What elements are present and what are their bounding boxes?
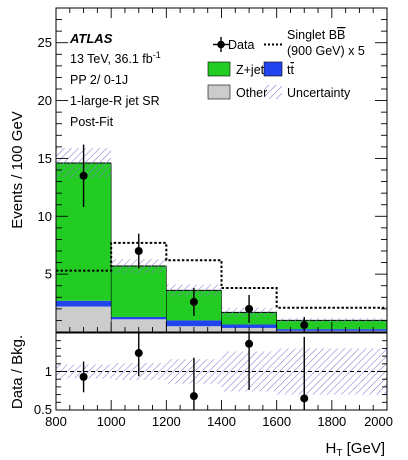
data-point-4 — [300, 321, 309, 330]
legend-ttbar-text: t — [287, 63, 291, 77]
legend-uncertainty-label: Uncertainty — [287, 86, 351, 100]
x-axis-title: HT [GeV] — [326, 440, 385, 459]
uncertainty-band-4 — [276, 318, 387, 323]
main-ticks — [55, 8, 388, 332]
legend-signal-bbar: B — [337, 28, 345, 42]
ratio-point-0 — [79, 372, 88, 381]
legend-item-data: Data — [213, 37, 254, 52]
legend-other-label: Other — [236, 86, 267, 100]
ratio-y-tick-labels: 0.51 — [34, 364, 52, 417]
ratio-point-2 — [189, 392, 198, 401]
annotation-block: ATLAS 13 TeV, 36.1 fb-1 PP 2/ 0-1J 1-lar… — [69, 31, 161, 129]
main-y-axis-title: Events / 100 GeV — [9, 111, 26, 229]
energy-lumi-label: 13 TeV, 36.1 fb-1 — [70, 50, 161, 66]
signal-line — [56, 241, 387, 309]
x-tick-label-2: 1200 — [152, 414, 181, 429]
bar-ttbar-1 — [111, 316, 167, 320]
legend-item-other: Other — [207, 84, 267, 100]
ratio-ytick-label-1: 1 — [45, 364, 52, 379]
energy-lumi-text: 13 TeV, 36.1 fb — [70, 52, 153, 66]
bar-ttbar-0 — [56, 300, 112, 307]
legend-item-uncertainty: Uncertainty — [264, 85, 351, 100]
x-axis-title-unit: [GeV] — [342, 440, 385, 457]
legend-item-signal: Singlet BB (900 GeV) x 5 — [264, 28, 365, 58]
ratio-y-axis-title: Data / Bkg. — [9, 335, 26, 409]
legend-ttbar-label: tt — [287, 63, 294, 77]
x-tick-label-4: 1600 — [262, 414, 291, 429]
energy-lumi-superscript: -1 — [153, 50, 161, 60]
data-point-2 — [189, 297, 198, 306]
ratio-point-3 — [245, 339, 254, 348]
data-point-3 — [245, 304, 254, 313]
ratio-panel: 0.51 800 1000 1200 1400 1600 1800 2000 Data / … — [9, 332, 393, 459]
x-tick-label-0: 800 — [45, 414, 67, 429]
main-ytick-label-3: 20 — [38, 93, 52, 108]
legend-signal-label-2: (900 GeV) x 5 — [287, 44, 365, 58]
selection-label: 1-large-R jet SR — [70, 94, 160, 108]
data-point-0 — [79, 171, 88, 180]
ratio-ytick-label-0: 0.5 — [34, 402, 52, 417]
bar-ttbar-2 — [166, 320, 222, 327]
legend-zjets-swatch — [207, 61, 231, 77]
bar-zjets-1 — [111, 266, 167, 317]
x-axis-title-subscript: T — [336, 448, 342, 459]
signal-step-line — [56, 241, 387, 309]
legend-zjets-label: Z+jets — [236, 63, 270, 77]
x-tick-labels: 800 1000 1200 1400 1600 1800 2000 — [45, 414, 393, 429]
legend-item-ttbar: tt — [263, 61, 294, 77]
legend: Data Singlet BB (900 GeV) x 5 Z+jets tt … — [207, 28, 365, 100]
legend-other-swatch — [207, 84, 231, 100]
legend-ttbar-bar: t — [290, 63, 294, 77]
legend-data-label: Data — [228, 38, 254, 52]
legend-ttbar-swatch — [263, 61, 283, 77]
x-axis-title-main: H — [326, 440, 337, 457]
fit-status-label: Post-Fit — [70, 115, 114, 129]
main-ytick-label-1: 10 — [38, 209, 52, 224]
x-tick-label-6: 2000 — [364, 414, 393, 429]
data-point-1 — [134, 247, 143, 255]
main-ytick-label-0: 5 — [45, 267, 52, 282]
x-tick-label-5: 1800 — [317, 414, 346, 429]
legend-uncertainty-swatch — [264, 85, 282, 99]
main-ytick-label-4: 25 — [38, 35, 52, 50]
main-y-tick-labels: 5 10 15 20 25 — [38, 35, 52, 281]
main-ytick-label-2: 15 — [38, 151, 52, 166]
bar-ttbar-3 — [221, 324, 277, 328]
stacked-bars — [56, 162, 387, 332]
ratio-point-1 — [134, 349, 143, 358]
legend-item-zjets: Z+jets — [207, 61, 270, 77]
main-panel: 5 10 15 20 25 Events / 100 GeV ATLAS 13 TeV,… — [9, 7, 388, 333]
legend-data-marker — [217, 40, 225, 49]
experiment-label: ATLAS — [69, 31, 113, 46]
legend-signal-label-1: Singlet BB — [287, 28, 345, 42]
x-tick-label-3: 1400 — [207, 414, 236, 429]
region-label: PP 2/ 0-1J — [70, 73, 128, 87]
legend-signal-text: Singlet B — [287, 28, 337, 42]
ratio-points — [79, 333, 309, 410]
ratio-ticks — [55, 340, 388, 410]
x-tick-label-1: 1000 — [97, 414, 126, 429]
ratio-point-4 — [300, 394, 309, 403]
